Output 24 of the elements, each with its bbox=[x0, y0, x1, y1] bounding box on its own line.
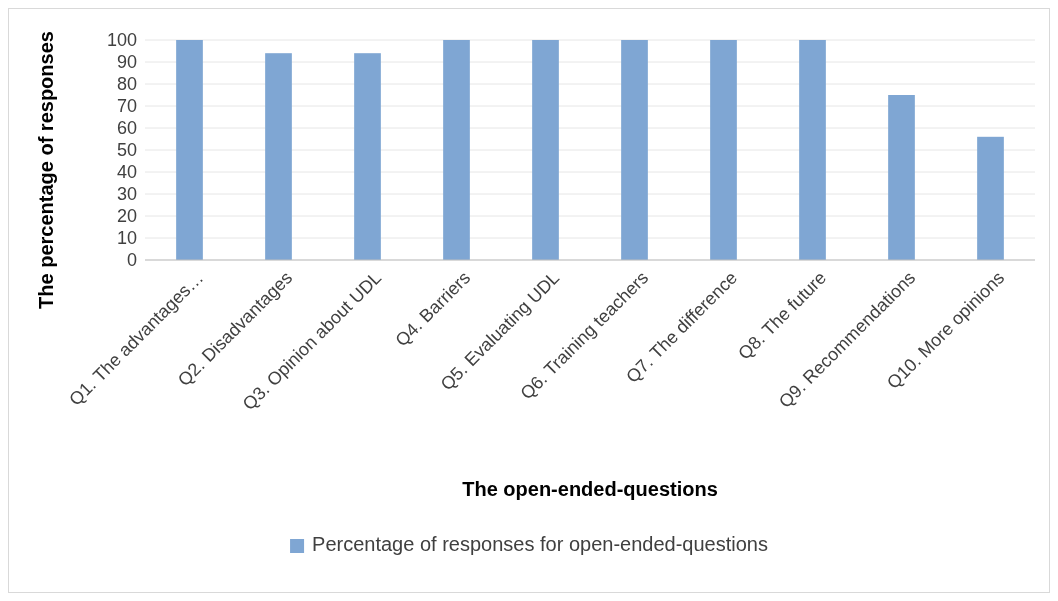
bar bbox=[888, 95, 915, 260]
bar bbox=[443, 40, 470, 260]
bar bbox=[710, 40, 737, 260]
y-tick-label: 10 bbox=[116, 228, 137, 249]
bar bbox=[354, 53, 381, 260]
y-tick-label: 20 bbox=[116, 206, 137, 227]
legend-label: Percentage of responses for open-ended-questions bbox=[312, 533, 768, 555]
bar bbox=[799, 40, 826, 260]
y-tick-label: 60 bbox=[116, 118, 137, 139]
y-tick-label: 40 bbox=[116, 162, 137, 183]
y-tick-label: 70 bbox=[116, 96, 137, 117]
bar bbox=[176, 40, 203, 260]
x-axis-title: The open-ended-questions bbox=[462, 478, 718, 500]
bar bbox=[532, 40, 559, 260]
bar bbox=[977, 136, 1004, 260]
y-tick-label: 100 bbox=[106, 30, 137, 51]
bar bbox=[265, 53, 292, 260]
y-tick-label: 80 bbox=[116, 74, 137, 95]
y-tick-label: 30 bbox=[116, 184, 137, 205]
y-tick-label: 50 bbox=[116, 140, 137, 161]
y-tick-label: 0 bbox=[126, 250, 137, 271]
y-axis-title: The percentage of responses bbox=[35, 31, 57, 309]
bar bbox=[621, 40, 648, 260]
y-tick-label: 90 bbox=[116, 52, 137, 73]
